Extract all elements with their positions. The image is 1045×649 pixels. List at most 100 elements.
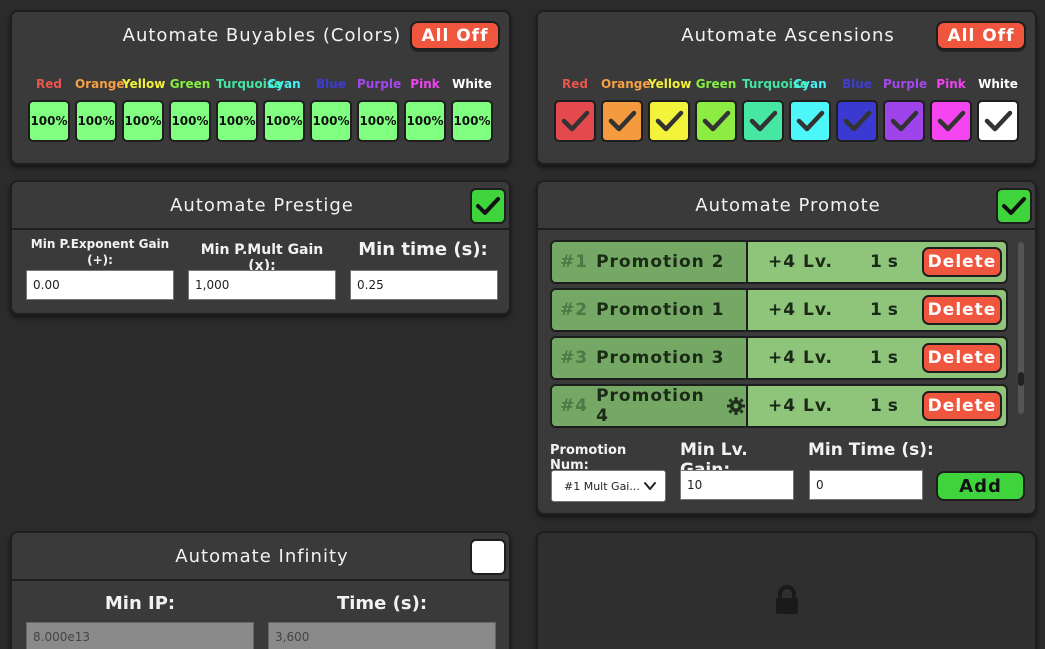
checkmark-icon [749, 110, 778, 132]
buyables-color-label-blue: Blue [316, 77, 346, 91]
delete-promotion-button[interactable]: Delete [922, 247, 1002, 277]
ascensions-title: Automate Ascensions [681, 24, 895, 46]
locked-panel [536, 531, 1037, 649]
buyables-color-label-red: Red [36, 77, 62, 91]
buyables-color-label-orange: Orange [75, 77, 125, 91]
ascensions-color-label-white: White [978, 77, 1018, 91]
min-lv-gain-input[interactable]: 10 [680, 470, 794, 500]
prestige-mult-input[interactable]: 1,000 [188, 270, 336, 300]
buyables-color-label-green: Green [169, 77, 211, 91]
infinity-toggle[interactable] [470, 539, 506, 575]
promotion-row[interactable]: #2 Promotion 1 +4 Lv. 1 s Delete [550, 288, 1008, 332]
promotion-scrollbar[interactable] [1018, 242, 1024, 414]
promotion-number: #4 [560, 396, 589, 416]
ascensions-toggle-cyan[interactable] [789, 100, 831, 142]
prestige-toggle[interactable] [470, 188, 506, 224]
ascensions-color-label-red: Red [562, 77, 588, 91]
promotion-scroll-thumb[interactable] [1018, 372, 1024, 386]
promotion-name-cell: #1 Promotion 2 [552, 242, 748, 282]
ascensions-toggle-turquoise[interactable] [742, 100, 784, 142]
promotion-name-cell: #2 Promotion 1 [552, 290, 748, 330]
gear-icon[interactable] [726, 396, 746, 416]
buyables-all-off-button[interactable]: All Off [410, 21, 500, 50]
promotion-time: 1 s [870, 396, 898, 416]
promote-title: Automate Promote [695, 194, 881, 216]
ascensions-color-label-pink: Pink [936, 77, 966, 91]
promotion-number: #2 [560, 300, 589, 320]
ascensions-toggle-yellow[interactable] [648, 100, 690, 142]
buyables-percent-blue[interactable]: 100% [310, 100, 352, 142]
buyables-percent-pink[interactable]: 100% [404, 100, 446, 142]
prestige-time-input[interactable]: 0.25 [350, 270, 498, 300]
promotion-row[interactable]: #3 Promotion 3 +4 Lv. 1 s Delete [550, 336, 1008, 380]
promote-panel: Automate Promote #1 Promotion 2 +4 Lv. 1 s D… [536, 180, 1037, 515]
lock-icon [776, 585, 798, 614]
promote-header: Automate Promote [538, 182, 1035, 230]
promotion-num-label: Promotion Num: [550, 443, 627, 473]
prestige-exponent-label: Min P.Exponent Gain (+): [30, 237, 170, 267]
infinity-title: Automate Infinity [175, 545, 349, 567]
ascensions-header: Automate Ascensions All Off [538, 12, 1035, 58]
promotion-list[interactable]: #1 Promotion 2 +4 Lv. 1 s Delete #2 Promotion … [538, 240, 1018, 430]
chevron-down-icon [644, 482, 656, 490]
buyables-percent-cyan[interactable]: 100% [263, 100, 305, 142]
promotion-name-cell: #4 Promotion 4 [552, 386, 748, 426]
min-time-input[interactable]: 0 [809, 470, 923, 500]
ascensions-toggle-green[interactable] [695, 100, 737, 142]
promotion-name: Promotion 1 [596, 300, 725, 320]
min-ip-input[interactable]: 8.000e13 [26, 622, 254, 649]
ascensions-toggle-orange[interactable] [601, 100, 643, 142]
buyables-percent-red[interactable]: 100% [28, 100, 70, 142]
checkmark-icon [890, 110, 919, 132]
ascensions-toggle-blue[interactable] [836, 100, 878, 142]
infinity-time-input[interactable]: 3,600 [268, 622, 496, 649]
checkmark-icon [561, 110, 590, 132]
ascensions-toggle-purple[interactable] [883, 100, 925, 142]
buyables-header: Automate Buyables (Colors) All Off [12, 12, 509, 58]
buyables-percent-purple[interactable]: 100% [357, 100, 399, 142]
promote-toggle[interactable] [996, 188, 1032, 224]
min-ip-label: Min IP: [104, 593, 176, 614]
ascensions-color-label-green: Green [695, 77, 737, 91]
min-time-label: Min Time (s): [808, 440, 934, 460]
ascensions-toggle-red[interactable] [554, 100, 596, 142]
buyables-percent-yellow[interactable]: 100% [122, 100, 164, 142]
ascensions-all-off-button[interactable]: All Off [936, 21, 1026, 50]
prestige-exponent-input[interactable]: 0.00 [26, 270, 174, 300]
checkmark-icon [984, 110, 1013, 132]
buyables-color-label-cyan: Cyan [267, 77, 301, 91]
promotion-name: Promotion 4 [596, 386, 705, 426]
promotion-number: #1 [560, 252, 589, 272]
buyables-percent-orange[interactable]: 100% [75, 100, 117, 142]
ascensions-color-label-blue: Blue [842, 77, 872, 91]
delete-promotion-button[interactable]: Delete [922, 343, 1002, 373]
buyables-color-label-purple: Purple [357, 77, 402, 91]
infinity-panel: Automate Infinity Min IP: Time (s): 8.00… [10, 531, 511, 649]
promotion-time: 1 s [870, 300, 898, 320]
promotion-row[interactable]: #4 Promotion 4 +4 Lv. 1 s Delete [550, 384, 1008, 428]
checkmark-icon [1002, 197, 1026, 215]
delete-promotion-button[interactable]: Delete [922, 295, 1002, 325]
promotion-num-select[interactable]: #1 Mult Gai... [551, 470, 666, 502]
infinity-time-label: Time (s): [336, 593, 428, 614]
promotion-time: 1 s [870, 252, 898, 272]
buyables-percent-green[interactable]: 100% [169, 100, 211, 142]
checkmark-icon [608, 110, 637, 132]
promotion-number: #3 [560, 348, 589, 368]
ascensions-color-label-purple: Purple [883, 77, 928, 91]
delete-promotion-button[interactable]: Delete [922, 391, 1002, 421]
buyables-percent-turquoise[interactable]: 100% [216, 100, 258, 142]
prestige-title: Automate Prestige [170, 194, 354, 216]
checkmark-icon [796, 110, 825, 132]
buyables-color-label-yellow: Yellow [122, 77, 166, 91]
ascensions-panel: Automate Ascensions All Off Red Orange Yel… [536, 10, 1037, 165]
checkmark-icon [937, 110, 966, 132]
promotion-row[interactable]: #1 Promotion 2 +4 Lv. 1 s Delete [550, 240, 1008, 284]
ascensions-toggle-pink[interactable] [930, 100, 972, 142]
ascensions-color-label-cyan: Cyan [793, 77, 827, 91]
prestige-panel: Automate Prestige Min P.Exponent Gain (+… [10, 180, 511, 315]
buyables-percent-white[interactable]: 100% [451, 100, 493, 142]
add-promotion-button[interactable]: Add [936, 471, 1025, 501]
promotion-levels: +4 Lv. [768, 300, 833, 320]
ascensions-toggle-white[interactable] [977, 100, 1019, 142]
